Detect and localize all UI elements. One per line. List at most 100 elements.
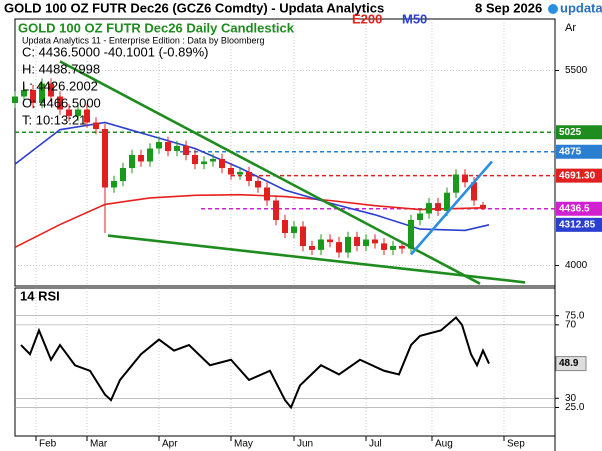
last-value-label: 48.9 — [559, 358, 579, 369]
x-tick-label: Sep — [507, 439, 525, 450]
last-value-label: 4312.85 — [559, 219, 596, 230]
candle-body — [381, 243, 387, 250]
axis-header: Ar — [565, 22, 576, 34]
candle-body — [300, 226, 306, 246]
trendline — [107, 234, 526, 284]
candle-body — [255, 181, 261, 188]
trendline — [59, 60, 481, 285]
candle-body — [354, 236, 360, 246]
candle-body — [147, 148, 153, 162]
candle-body — [444, 192, 450, 211]
logo: updata — [560, 0, 602, 15]
candle-body — [453, 174, 459, 193]
y-tick-label: 75.0 — [565, 310, 585, 321]
candle-body — [264, 187, 270, 201]
y-tick-label: 5500 — [565, 65, 588, 76]
candle-body — [210, 158, 216, 162]
candle-body — [345, 236, 351, 253]
last-value-box — [556, 217, 602, 232]
candle-body — [336, 242, 342, 253]
candle-body — [237, 171, 243, 175]
candle-body — [327, 239, 333, 243]
candle-body — [39, 83, 45, 103]
candle-body — [408, 220, 414, 249]
candle-body — [372, 239, 378, 244]
candle-body — [30, 90, 36, 103]
candle-body — [84, 109, 90, 123]
info-text: Updata Analytics 11 - Enterprise Edition… — [22, 35, 264, 45]
chart-title: GOLD 100 OZ FUTR Dec26 (GCZ6 Comdty) - U… — [4, 0, 384, 15]
level-label: 4436.5 — [559, 203, 590, 214]
candle-body — [282, 220, 288, 233]
candle-body — [273, 200, 279, 220]
info-text: O: 4466.5000 — [22, 95, 101, 110]
candle-body — [102, 129, 108, 188]
x-tick-label: Apr — [162, 439, 178, 450]
info-text: L: 4426.2002 — [22, 78, 98, 93]
candle-body — [471, 182, 477, 201]
candle-body — [165, 142, 171, 152]
candle-body — [426, 203, 432, 214]
logo-icon — [548, 4, 558, 14]
trendline — [410, 160, 493, 256]
level-label: 5025 — [559, 127, 582, 138]
candle-body — [111, 181, 117, 188]
candle-body — [120, 168, 126, 181]
candle-body — [318, 239, 324, 250]
candle-body — [219, 158, 225, 168]
price-title: GOLD 100 OZ FUTR Dec26 Daily Candlestick — [18, 20, 295, 35]
candle-body — [246, 171, 252, 181]
candle-body — [201, 161, 207, 165]
candle-body — [309, 246, 315, 250]
candle-body — [12, 96, 18, 103]
level-label-box — [556, 201, 602, 216]
info-text: C: 4436.5000 -40.1001 (-0.89%) — [22, 44, 208, 59]
candle-body — [129, 155, 135, 168]
legend-entry: E200 — [352, 11, 382, 26]
y-tick-label: 4000 — [565, 260, 588, 271]
x-tick-label: Mar — [90, 439, 108, 450]
x-tick-label: Jul — [369, 439, 382, 450]
y-tick-label: 25.0 — [565, 402, 585, 413]
candle-body — [228, 168, 234, 175]
candle-body — [57, 96, 63, 110]
candle-body — [462, 174, 468, 183]
rsi-title: 14 RSI — [20, 288, 60, 303]
candle-body — [435, 203, 441, 211]
x-tick-label: Feb — [39, 439, 57, 450]
x-tick-label: May — [234, 439, 253, 450]
candle-body — [417, 213, 423, 220]
candle-body — [21, 90, 27, 97]
candle-body — [399, 246, 405, 249]
level-label-box — [556, 144, 602, 159]
candle-body — [93, 122, 99, 129]
candle-body — [174, 145, 180, 152]
candle-body — [291, 226, 297, 233]
candle-body — [183, 145, 189, 155]
level-label-box — [556, 168, 602, 183]
info-box — [16, 37, 278, 45]
x-tick-label: Jun — [297, 439, 313, 450]
y-tick-label: 70 — [565, 320, 577, 331]
rsi-line — [20, 316, 490, 410]
info-text: T: 10:13:21 — [22, 112, 86, 127]
y-tick-label: 30 — [565, 393, 577, 404]
legend-entry: M50 — [402, 11, 427, 26]
info-text: H: 4488.7998 — [22, 61, 100, 76]
candle-body — [390, 246, 396, 250]
candle-body — [48, 83, 54, 97]
last-value-box — [555, 356, 587, 372]
x-tick-label: Aug — [435, 439, 453, 450]
candle-body — [138, 155, 144, 162]
candle-body — [480, 204, 486, 209]
level-label: 4875 — [559, 146, 582, 157]
candle-body — [75, 109, 81, 116]
level-label-box — [556, 125, 602, 140]
candle-body — [66, 109, 72, 116]
date: 8 Sep 2026 — [475, 0, 542, 15]
candle-body — [192, 155, 198, 165]
candle-body — [156, 142, 162, 149]
